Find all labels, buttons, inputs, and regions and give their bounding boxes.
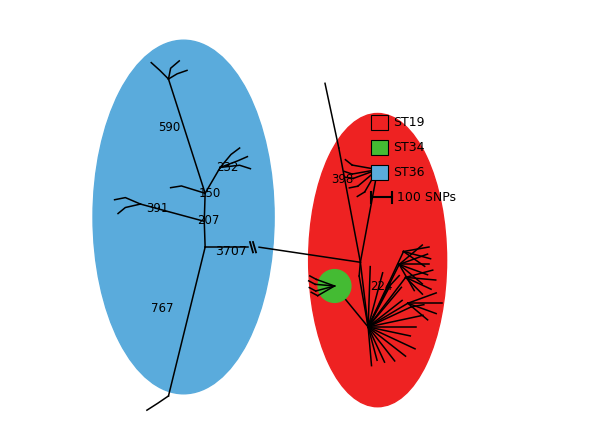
- Text: 224: 224: [370, 280, 393, 293]
- Text: 590: 590: [158, 121, 180, 134]
- Text: ST34: ST34: [393, 141, 424, 154]
- Text: 3707: 3707: [215, 244, 247, 257]
- Text: 100 SNPs: 100 SNPs: [397, 191, 456, 204]
- Text: 398: 398: [331, 172, 354, 185]
- Text: 391: 391: [146, 202, 169, 215]
- Bar: [371, 164, 388, 180]
- Text: ST36: ST36: [393, 166, 424, 179]
- Ellipse shape: [93, 40, 274, 394]
- Text: ST19: ST19: [393, 115, 424, 128]
- Ellipse shape: [308, 114, 446, 407]
- Text: 767: 767: [151, 302, 174, 315]
- Bar: [371, 140, 388, 155]
- Text: 207: 207: [197, 214, 220, 227]
- Text: 232: 232: [216, 161, 238, 174]
- Circle shape: [318, 270, 351, 302]
- Text: 150: 150: [198, 187, 220, 200]
- Bar: [371, 115, 388, 130]
